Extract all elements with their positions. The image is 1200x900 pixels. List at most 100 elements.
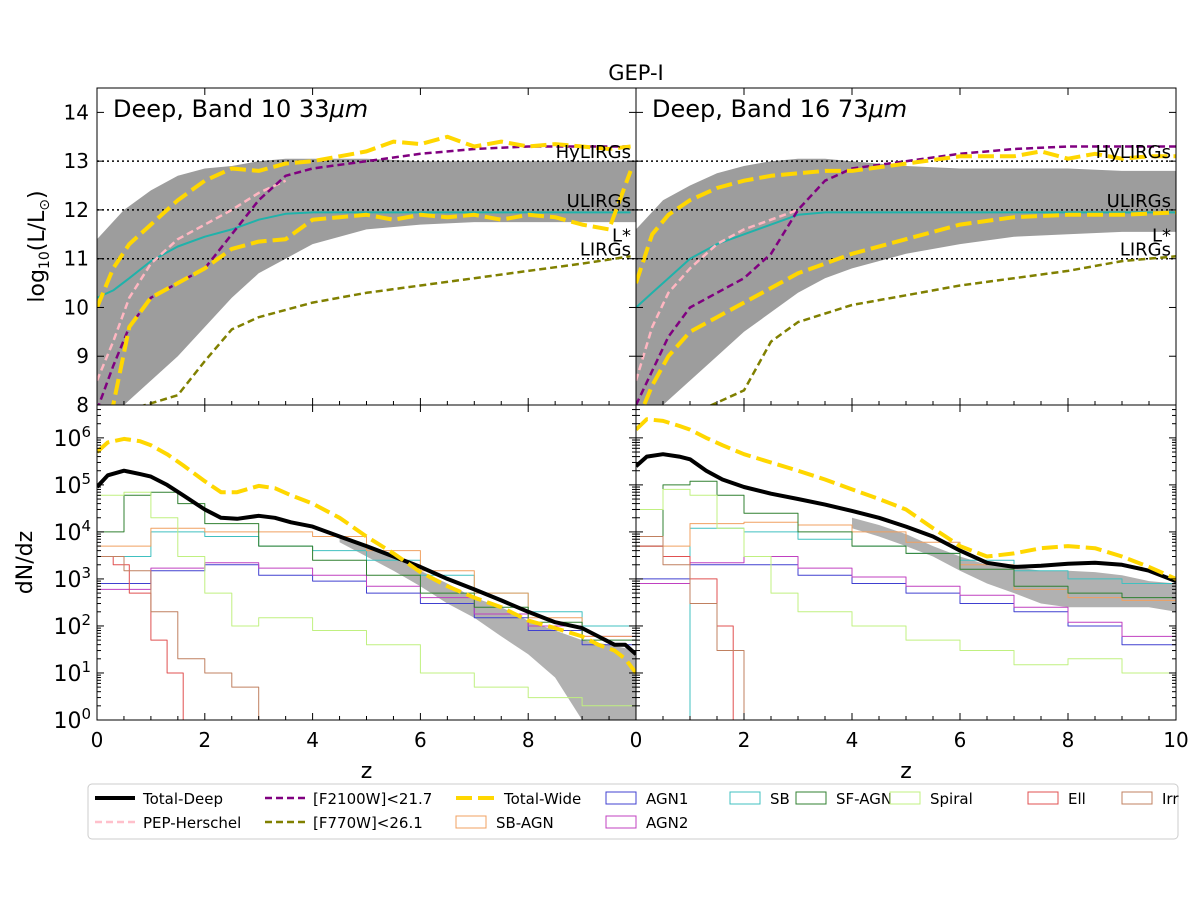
legend-label: AGN1 [646,790,688,808]
plot-area-top-left [97,134,636,405]
x-tick-label: 8 [1062,728,1075,752]
legend-label: Irr [1162,790,1179,808]
series-total-deep [97,468,636,656]
series-irr [97,556,275,720]
y-axis-label: dN/dz [13,531,38,594]
series-sf-agn [636,480,1176,720]
legend-swatch [795,791,827,805]
y-tick-label: 10 [64,295,89,319]
series-agn1 [97,564,636,720]
lstar-label: L* [1152,226,1171,247]
ref-label-hylirgs: HyLIRGs [556,142,631,163]
series-spiral [97,491,636,720]
x-tick-label: 4 [846,728,859,752]
ref-label-hylirgs: HyLIRGs [1096,142,1171,163]
series-sb [97,531,636,720]
y-tick-label: 105 [53,470,91,499]
legend-item-agn1: AGN1 [605,790,688,808]
series-irr [636,536,761,720]
legend-label: SB [770,790,790,808]
y-tick-label: 9 [76,344,89,368]
y-tick-label: 104 [53,517,91,546]
series-sb [636,527,1176,720]
legend-item-pep-herschel: PEP-Herschel [95,814,241,832]
legend-label: Spiral [930,790,973,808]
panel-top-left: 8 9 10 11 12 13 14 log10(L/L⊙) Deep, Band 10 33μ… [25,87,637,417]
y-tick-label: 102 [53,611,91,640]
series-f2100w-21-7 [636,145,1176,405]
y-tick-label: 11 [64,247,89,271]
legend-label: [F770W]<26.1 [313,814,423,832]
series-pep-herschel [636,208,799,381]
legend-item-f2100w-21-7: [F2100W]<21.7 [265,790,432,808]
legend-label: AGN2 [646,814,688,832]
legend-label: SF-AGN [836,790,892,808]
x-tick-label: 6 [414,728,427,752]
x-tick-label: 0 [630,728,643,752]
legend-label: PEP-Herschel [143,814,241,832]
x-tick-label: 2 [198,728,211,752]
series-total-deep-l-track [97,211,631,299]
legend-label: Total-Wide [503,790,581,808]
legend-swatch [605,791,637,805]
x-tick-label: 0 [91,728,104,752]
panel-label: Deep, Band 16 73μm [652,95,907,123]
x-tick-label: 10 [1163,728,1188,752]
y-tick-label: 14 [64,100,89,124]
legend-item-ell: Ell [1027,790,1086,808]
y-tick-label: 101 [53,658,91,687]
series-total-wide-upper [636,149,1176,284]
legend-item-sb: SB [729,790,790,808]
series-ell [636,545,750,720]
y-tick-label: 13 [64,149,89,173]
ref-label-lirgs: LIRGs [1120,240,1171,261]
x-tick-label: 2 [738,728,751,752]
series-pep-herschel [97,179,287,382]
legend-label: Total-Deep [142,790,223,808]
x-axis-label: z [361,759,373,784]
legend-swatch [1121,791,1153,805]
figure-title: GEP-I [608,61,664,85]
legend-item-irr: Irr [1121,790,1179,808]
series-ell [97,556,200,720]
series-spiral [636,488,1176,720]
legend-box [87,783,1179,840]
series-total-wide-upper [97,134,631,309]
legend-swatch [889,791,921,805]
legend-swatch [1027,791,1059,805]
legend-label: SB-AGN [496,814,554,832]
x-axis-label: z [900,759,912,784]
y-tick-label: 103 [53,564,91,593]
plot-area-bottom-right [636,417,1176,720]
ref-label-ulirgs: ULIRGs [1107,191,1171,212]
uncertainty-band [852,517,1176,612]
y-axis-label: log10(L/L⊙) [25,190,53,302]
series-total-wide [636,417,1176,581]
legend-swatch [729,791,761,805]
series-f2100w-21-7 [97,145,631,405]
legend-item-spiral: Spiral [889,790,973,808]
y-tick-label: 8 [76,393,89,417]
series-agn2 [636,556,1176,720]
series-total-wide-lower [110,170,633,405]
series-total-wide [97,436,636,675]
scatter-cloud [636,158,1176,405]
y-tick-label: 12 [64,198,89,222]
series-f770w-26-1 [708,255,1176,405]
lstar-label: L* [612,226,631,247]
panel-bottom-left: 0 2 4 6 8 z 100 101 102 103 104 105 106 dN/dz [13,404,637,784]
ref-label-lirgs: LIRGs [580,240,631,261]
x-tick-label: 4 [306,728,319,752]
y-tick-label: 100 [53,705,91,734]
series-total-wide-lower [641,210,1176,405]
series-sb-agn [636,521,1176,720]
legend: Total-Deep PEP-Herschel [F2100W]<21.7 [F770… [87,783,1179,840]
legend-label: [F2100W]<21.7 [313,790,432,808]
series-total-deep-l-track [636,211,1176,309]
series-total-deep [636,452,1176,583]
plot-area-bottom-left [97,436,636,720]
legend-label: Ell [1068,790,1086,808]
panel-bottom-right: 0 2 4 6 8 10 z [630,404,1189,784]
